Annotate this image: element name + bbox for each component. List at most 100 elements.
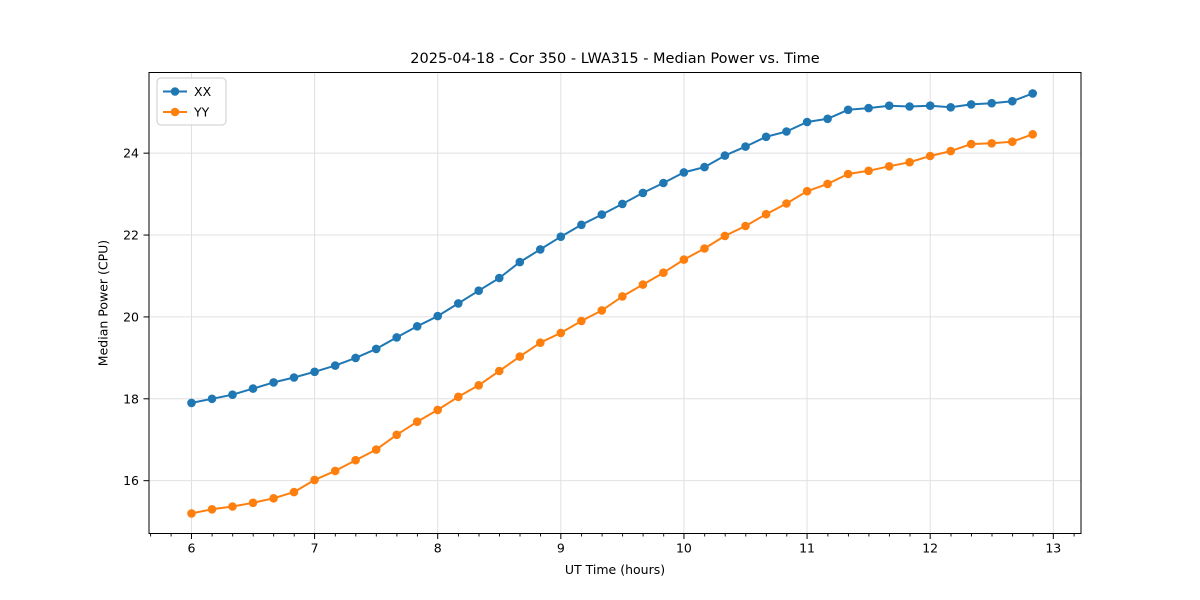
data-point-XX [474, 286, 484, 296]
data-point-XX [187, 398, 196, 408]
data-point-YY [207, 505, 217, 514]
legend: XX YY [156, 77, 227, 126]
data-point-XX [556, 232, 566, 241]
data-point-YY [1008, 137, 1017, 146]
data-point-XX [412, 322, 422, 331]
legend-item-XX: XX [163, 84, 212, 99]
y-tick-label: 22 [123, 228, 139, 243]
series-YY [187, 130, 1037, 518]
data-point-YY [966, 139, 976, 149]
data-point-YY [925, 151, 935, 161]
data-point-XX [1028, 89, 1037, 98]
data-point-YY [289, 487, 299, 497]
data-point-XX [884, 101, 894, 110]
data-point-XX [782, 127, 791, 136]
data-point-XX [454, 299, 463, 308]
data-point-XX [207, 394, 217, 404]
data-point-XX [392, 333, 402, 342]
data-point-YY [577, 316, 586, 326]
data-point-YY [843, 169, 853, 179]
data-point-YY [392, 430, 402, 440]
data-point-YY [782, 199, 791, 208]
data-point-XX [330, 361, 340, 370]
x-tick-label: 11 [799, 541, 815, 556]
data-point-XX [638, 188, 648, 198]
data-point-XX [248, 384, 258, 393]
data-point-YY [700, 244, 709, 253]
data-point-XX [597, 210, 607, 219]
data-point-YY [474, 381, 484, 390]
data-point-XX [679, 168, 689, 177]
data-point-YY [433, 405, 443, 415]
data-point-YY [1028, 130, 1037, 139]
data-point-XX [1008, 96, 1017, 106]
data-point-YY [905, 157, 914, 167]
data-point-YY [269, 494, 278, 503]
data-point-XX [925, 101, 935, 110]
x-tick-label: 12 [922, 541, 938, 556]
y-tick-label: 20 [123, 309, 139, 324]
x-tick-label: 10 [676, 541, 692, 556]
data-point-YY [638, 280, 648, 289]
data-point-XX [289, 373, 299, 382]
data-point-XX [577, 220, 586, 230]
chart-title: 2025-04-18 - Cor 350 - LWA315 - Median P… [410, 51, 820, 67]
data-point-YY [248, 498, 258, 508]
data-point-XX [905, 102, 914, 111]
x-tick-label: 8 [434, 541, 442, 556]
data-point-YY [864, 166, 873, 176]
data-point-YY [454, 392, 463, 402]
data-point-XX [843, 105, 853, 115]
data-point-YY [371, 445, 381, 454]
legend-label: XX [194, 84, 212, 99]
grid-lines [149, 72, 1081, 534]
data-point-XX [433, 311, 443, 321]
data-point-YY [987, 139, 996, 148]
data-point-YY [351, 455, 360, 465]
data-point-XX [966, 100, 976, 109]
data-point-XX [618, 199, 627, 209]
data-point-YY [741, 221, 750, 231]
data-point-XX [659, 178, 668, 188]
series-XX [187, 89, 1037, 408]
data-point-XX [987, 98, 996, 108]
data-point-XX [228, 390, 237, 400]
data-point-YY [330, 466, 340, 476]
axis-ticks: 6 7 8 9 10 11 12 13 16 18 20 22 24 [123, 146, 1075, 556]
data-point-XX [351, 353, 360, 363]
data-point-YY [310, 475, 319, 485]
data-point-YY [802, 186, 812, 196]
plot-border [148, 72, 1082, 534]
data-point-XX [515, 257, 525, 267]
x-tick-label: 13 [1045, 541, 1061, 556]
data-point-YY [412, 417, 422, 427]
data-point-YY [946, 146, 955, 156]
data-point-YY [720, 231, 730, 241]
data-point-YY [823, 179, 832, 189]
data-point-XX [700, 162, 709, 172]
legend-box [156, 77, 227, 126]
legend-item-YY: YY [163, 105, 210, 120]
legend-marker [170, 87, 180, 96]
series-line-YY [191, 133, 1034, 515]
data-point-XX [720, 151, 730, 160]
data-point-XX [495, 273, 504, 283]
y-tick-label: 24 [123, 146, 139, 161]
y-tick-label: 16 [123, 473, 139, 488]
legend-label: YY [193, 105, 210, 120]
data-point-XX [761, 132, 771, 142]
data-point-XX [823, 114, 832, 124]
data-point-XX [864, 103, 873, 113]
data-point-YY [597, 306, 607, 315]
data-point-YY [618, 292, 627, 301]
data-point-XX [310, 367, 319, 377]
data-point-XX [536, 245, 545, 254]
data-point-YY [228, 502, 237, 511]
x-tick-label: 7 [311, 541, 319, 556]
data-point-XX [741, 142, 750, 151]
x-tick-label: 6 [187, 541, 195, 556]
data-point-YY [187, 509, 196, 518]
data-point-XX [802, 117, 812, 127]
